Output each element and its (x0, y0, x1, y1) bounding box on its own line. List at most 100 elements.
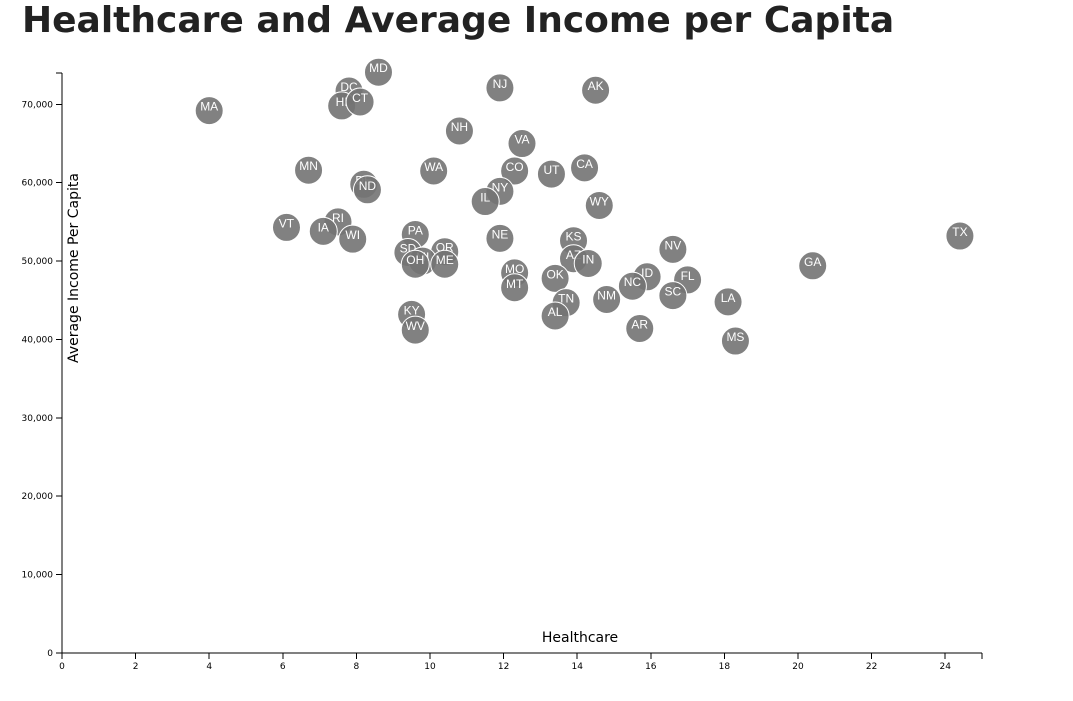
state-point[interactable]: IN (573, 248, 603, 278)
state-marker[interactable] (500, 156, 530, 186)
state-marker[interactable] (570, 153, 600, 183)
state-label: ND (359, 179, 377, 193)
state-marker[interactable] (500, 273, 530, 303)
state-marker[interactable] (470, 187, 500, 217)
state-point[interactable]: MA (194, 96, 224, 126)
state-label: MD (369, 61, 388, 75)
state-label: UT (543, 163, 560, 177)
state-marker[interactable] (540, 263, 570, 293)
state-marker[interactable] (430, 249, 460, 279)
state-marker[interactable] (271, 212, 301, 242)
state-marker[interactable] (713, 287, 743, 317)
state-label: WV (406, 319, 425, 333)
state-point[interactable]: UT (536, 159, 566, 189)
state-label: NV (665, 238, 682, 252)
y-tick-label: 0 (47, 649, 53, 659)
state-marker[interactable] (617, 271, 647, 301)
state-point[interactable]: NM (592, 285, 622, 315)
x-axis: 0 2 4 6 8 10 12 14 16 18 20 22 24 (59, 652, 983, 672)
state-marker[interactable] (308, 216, 338, 246)
state-point[interactable]: MS (720, 326, 750, 356)
state-marker[interactable] (507, 129, 537, 159)
state-point[interactable]: AK (581, 75, 611, 105)
state-point[interactable]: NE (485, 223, 515, 253)
state-marker[interactable] (536, 159, 566, 189)
state-label: FL (681, 269, 695, 283)
state-point[interactable]: WV (400, 315, 430, 345)
state-point[interactable]: ND (352, 175, 382, 205)
state-label: CT (352, 91, 369, 105)
state-point[interactable]: MT (500, 273, 530, 303)
x-tick-label: 16 (645, 662, 657, 672)
state-point[interactable]: WI (338, 224, 368, 254)
state-point[interactable]: IA (308, 216, 338, 246)
x-tick-label: 18 (719, 662, 731, 672)
state-point[interactable]: AR (625, 314, 655, 344)
state-label: CA (576, 157, 593, 171)
state-point[interactable]: OK (540, 263, 570, 293)
state-marker[interactable] (658, 234, 688, 264)
state-point[interactable]: NJ (485, 73, 515, 103)
state-label: VA (514, 133, 529, 147)
state-marker[interactable] (625, 314, 655, 344)
state-marker[interactable] (352, 175, 382, 205)
state-point[interactable]: GA (798, 251, 828, 281)
state-marker[interactable] (540, 301, 570, 331)
state-marker[interactable] (419, 156, 449, 186)
state-marker[interactable] (592, 285, 622, 315)
state-marker[interactable] (345, 87, 375, 117)
state-marker[interactable] (338, 224, 368, 254)
state-marker[interactable] (485, 223, 515, 253)
page-title: Healthcare and Average Income per Capita (22, 0, 895, 41)
state-marker[interactable] (581, 75, 611, 105)
state-label: AR (631, 318, 648, 332)
state-point[interactable]: MD (363, 57, 393, 87)
state-label: TX (952, 225, 967, 239)
state-marker[interactable] (444, 116, 474, 146)
state-point[interactable]: NH (444, 116, 474, 146)
state-marker[interactable] (294, 155, 324, 185)
state-marker[interactable] (945, 221, 975, 251)
state-point[interactable]: MN (294, 155, 324, 185)
state-point[interactable]: NV (658, 234, 688, 264)
state-label: MN (299, 159, 318, 173)
state-label: MT (506, 277, 524, 291)
state-point[interactable]: CA (570, 153, 600, 183)
x-tick-label: 10 (424, 662, 436, 672)
state-point[interactable]: VT (271, 212, 301, 242)
state-marker[interactable] (400, 315, 430, 345)
state-point[interactable]: AL (540, 301, 570, 331)
state-label: MS (726, 330, 744, 344)
state-point[interactable]: OH (400, 249, 430, 279)
x-tick-label: 12 (498, 662, 509, 672)
state-point[interactable]: CT (345, 87, 375, 117)
state-label: NE (492, 227, 509, 241)
state-marker[interactable] (363, 57, 393, 87)
state-point[interactable]: TX (945, 221, 975, 251)
state-label: KS (566, 230, 582, 244)
state-marker[interactable] (485, 73, 515, 103)
x-tick-label: 2 (133, 662, 139, 672)
state-point[interactable]: SC (658, 281, 688, 311)
state-label: HI (336, 95, 348, 109)
state-marker[interactable] (194, 96, 224, 126)
state-point[interactable]: VA (507, 129, 537, 159)
y-tick-label: 10,000 (22, 571, 54, 581)
state-marker[interactable] (798, 251, 828, 281)
state-point[interactable]: WA (419, 156, 449, 186)
y-axis: 0 10,000 20,000 30,000 40,000 50,000 60,000 70,… (22, 72, 63, 659)
state-marker[interactable] (658, 281, 688, 311)
state-marker[interactable] (400, 249, 430, 279)
state-marker[interactable] (573, 248, 603, 278)
state-point[interactable]: IL (470, 187, 500, 217)
state-point[interactable]: NC (617, 271, 647, 301)
state-point[interactable]: LA (713, 287, 743, 317)
state-marker[interactable] (584, 190, 614, 220)
state-label: MO (505, 262, 524, 276)
state-label: NJ (493, 77, 508, 91)
state-point[interactable]: ME (430, 249, 460, 279)
state-point[interactable]: CO (500, 156, 530, 186)
data-points: MAMDDCHICTNJAKNHVAMNWACOCAUTDENDNYILWYVT… (194, 57, 975, 356)
state-point[interactable]: WY (584, 190, 614, 220)
state-marker[interactable] (720, 326, 750, 356)
